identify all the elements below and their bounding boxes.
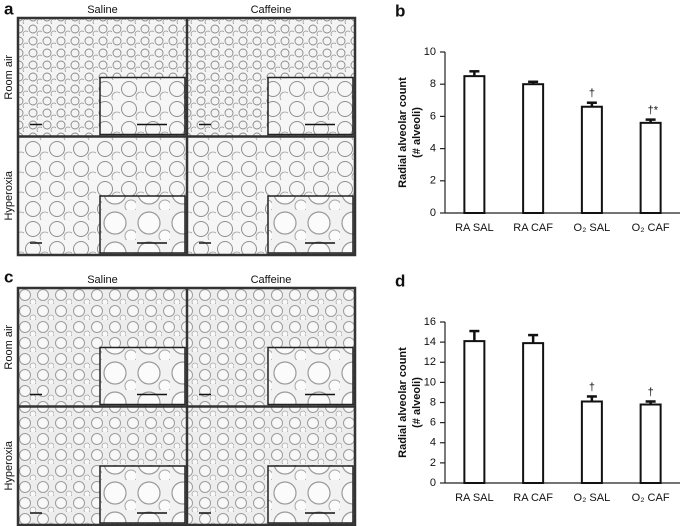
y-tick-label: 12 bbox=[424, 356, 436, 368]
row-label: Hyperoxia bbox=[3, 170, 15, 220]
layer: a b c d Saline Caffeine Room air Hyperoxia Salin… bbox=[3, 0, 680, 526]
x-tick-label: RA SAL bbox=[455, 492, 494, 504]
panel-label: c bbox=[4, 267, 13, 286]
y-tick-label: 2 bbox=[430, 175, 436, 187]
x-tick-label: O₂ CAF bbox=[632, 222, 670, 234]
row-label: Hyperoxia bbox=[3, 440, 15, 490]
bar bbox=[639, 121, 662, 214]
y-tick-label: 10 bbox=[424, 376, 436, 388]
y-tick-label: 4 bbox=[430, 437, 436, 449]
y-tick-label: 8 bbox=[430, 396, 436, 408]
bar bbox=[463, 340, 486, 484]
inset bbox=[267, 465, 354, 524]
y-tick-label: 4 bbox=[430, 143, 436, 155]
bar bbox=[463, 75, 486, 215]
inset bbox=[99, 195, 186, 254]
panel-label: a bbox=[4, 0, 14, 18]
panel-label: b bbox=[395, 1, 405, 20]
x-tick-label: RA CAF bbox=[513, 492, 553, 504]
inset bbox=[267, 76, 354, 136]
bar bbox=[639, 403, 662, 485]
x-tick-label: RA CAF bbox=[513, 222, 553, 234]
bar bbox=[580, 105, 603, 214]
significance-mark: † bbox=[648, 386, 654, 398]
column-label: Saline bbox=[87, 274, 118, 286]
y-tick-label: 6 bbox=[430, 110, 436, 122]
column-label: Saline bbox=[87, 4, 118, 16]
significance-mark: †* bbox=[648, 105, 659, 117]
x-tick-label: RA SAL bbox=[455, 222, 494, 234]
y-axis-label: Radial alveolar count bbox=[397, 77, 409, 188]
significance-mark: † bbox=[589, 381, 595, 393]
y-tick-label: 10 bbox=[424, 46, 436, 58]
x-tick-label: O₂ CAF bbox=[632, 492, 670, 504]
bar bbox=[522, 83, 545, 214]
bar bbox=[580, 400, 603, 484]
y-tick-label: 8 bbox=[430, 78, 436, 90]
y-axis-label: Radial alveolar count bbox=[397, 347, 409, 458]
row-label: Room air bbox=[3, 55, 15, 100]
y-tick-label: 16 bbox=[424, 316, 436, 328]
y-tick-label: 14 bbox=[424, 336, 436, 348]
y-tick-label: 0 bbox=[430, 207, 436, 219]
x-tick-label: O₂ SAL bbox=[574, 492, 611, 504]
y-tick-label: 6 bbox=[430, 417, 436, 429]
x-tick-label: O₂ SAL bbox=[574, 222, 611, 234]
row-label: Room air bbox=[3, 325, 15, 370]
bar bbox=[522, 342, 545, 484]
column-label: Caffeine bbox=[251, 4, 292, 16]
y-axis-label: (# alveoli) bbox=[411, 377, 423, 428]
column-label: Caffeine bbox=[251, 274, 292, 286]
inset bbox=[99, 465, 186, 524]
inset bbox=[267, 346, 354, 406]
y-axis-label: (# alveoli) bbox=[411, 107, 423, 158]
inset bbox=[99, 346, 186, 406]
y-tick-label: 0 bbox=[430, 477, 436, 489]
significance-mark: † bbox=[589, 88, 595, 100]
inset bbox=[99, 76, 186, 136]
inset bbox=[267, 195, 354, 254]
panel-label: d bbox=[395, 271, 405, 290]
y-tick-label: 2 bbox=[430, 457, 436, 469]
